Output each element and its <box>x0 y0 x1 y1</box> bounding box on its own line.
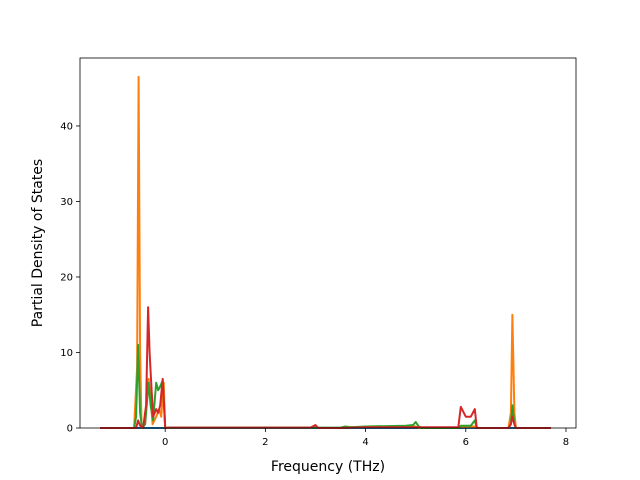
x-tick-label: 4 <box>362 437 368 448</box>
x-tick-label: 0 <box>162 437 168 448</box>
y-tick-label: 0 <box>67 424 73 435</box>
y-tick-label: 40 <box>60 121 73 132</box>
x-axis: 0 2 4 6 8 <box>162 428 569 448</box>
x-tick-label: 2 <box>262 437 268 448</box>
y-tick-label: 10 <box>60 348 73 359</box>
axes-frame <box>79 57 577 429</box>
x-tick-label: 6 <box>463 437 469 448</box>
y-axis-label: Partial Density of States <box>30 159 46 327</box>
y-tick-label: 30 <box>60 197 73 208</box>
y-axis: 0 10 20 30 40 <box>60 121 80 435</box>
x-tick-label: 8 <box>563 437 569 448</box>
x-axis-label: Frequency (THz) <box>271 459 385 475</box>
y-tick-label: 20 <box>60 272 73 283</box>
